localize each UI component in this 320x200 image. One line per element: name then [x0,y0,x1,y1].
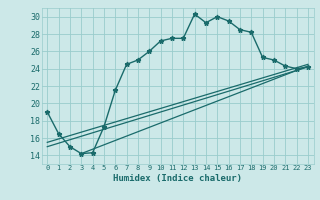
X-axis label: Humidex (Indice chaleur): Humidex (Indice chaleur) [113,174,242,183]
